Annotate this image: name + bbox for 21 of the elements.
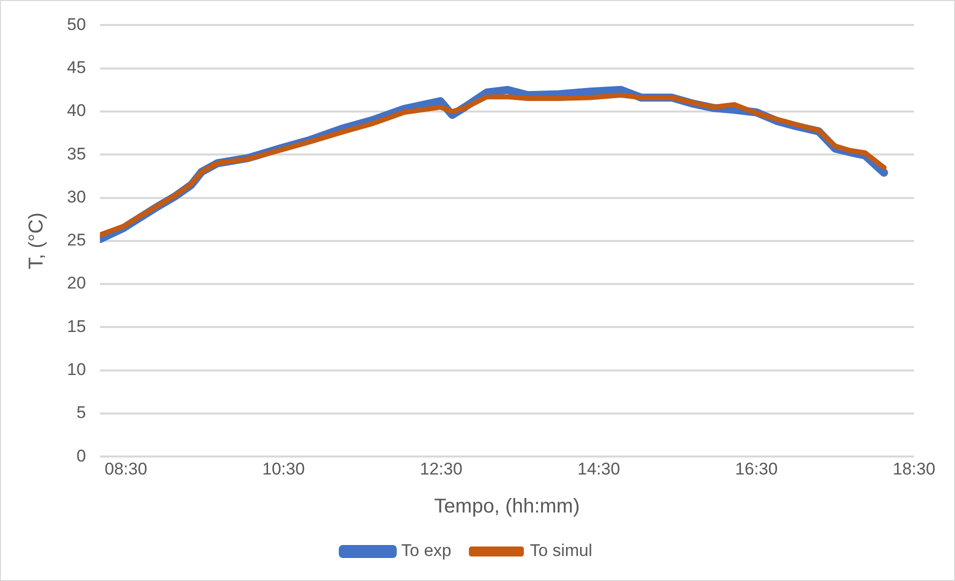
legend-label: To exp (401, 541, 452, 560)
y-axis-title: T, (°C) (26, 212, 48, 270)
y-tick-label: 15 (66, 316, 86, 336)
y-tick-label: 5 (76, 403, 86, 422)
x-tick-label: 10:30 (262, 459, 305, 478)
y-tick-label: 35 (66, 144, 86, 164)
x-tick-label: 08:30 (104, 459, 148, 478)
y-tick-label: 25 (66, 230, 86, 250)
x-tick-label: 18:30 (892, 459, 936, 478)
y-tick-label: 20 (66, 274, 86, 293)
x-tick-label: 16:30 (735, 459, 778, 478)
x-tick-label: 14:30 (577, 459, 620, 478)
y-tick-label: 40 (66, 101, 86, 120)
y-tick-label: 30 (66, 187, 86, 206)
legend-label: To simul (530, 541, 592, 560)
y-tick-label: 10 (66, 360, 86, 380)
x-tick-label: 12:30 (420, 459, 462, 478)
y-tick-label: 45 (66, 58, 86, 78)
y-tick-label: 0 (76, 446, 86, 466)
x-axis-title: Tempo, (hh:mm) (434, 496, 580, 518)
y-tick-label: 50 (66, 14, 86, 34)
